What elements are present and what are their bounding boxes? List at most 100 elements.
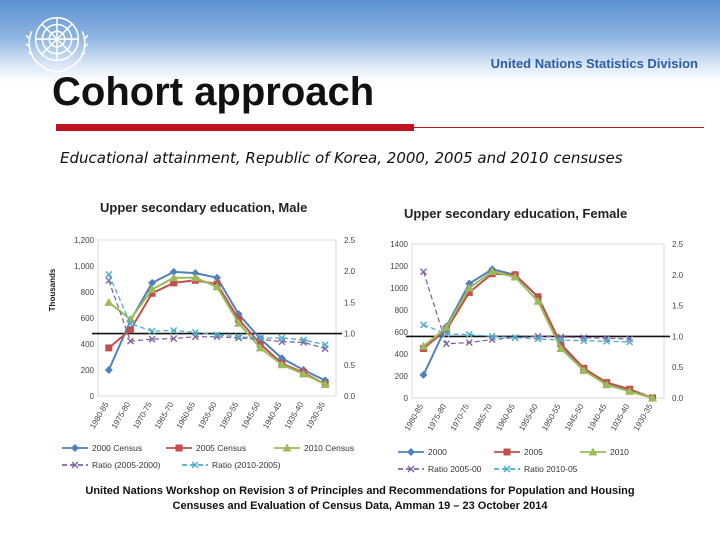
legend-label: 2005 (524, 447, 543, 457)
footer-line-1: United Nations Workshop on Revision 3 of… (85, 485, 635, 497)
data-point (147, 284, 157, 293)
y2-tick-label: 2.0 (344, 267, 356, 276)
data-point (104, 366, 113, 374)
data-point (235, 333, 243, 341)
data-point (300, 338, 308, 346)
data-point (170, 326, 178, 334)
y-tick-label: 1200 (390, 262, 408, 271)
y-tick-label: 600 (81, 314, 95, 323)
y2-tick-label: 0.0 (344, 392, 356, 401)
x-tick-label: 1970-75 (131, 400, 154, 430)
data-point (419, 321, 427, 329)
y-tick-label: 1,000 (74, 262, 95, 271)
data-point (320, 379, 330, 388)
footer-line-2: Censuses and Evaluation of Census Data, … (172, 500, 548, 512)
legend-marker (407, 448, 415, 456)
data-point (419, 370, 428, 379)
data-point (234, 318, 244, 327)
y2-tick-label: 2.5 (344, 236, 356, 245)
data-point (441, 323, 451, 332)
data-point (212, 282, 222, 291)
x-tick-label: 1960-65 (494, 402, 517, 432)
legend-label: Ratio (2005-2000) (92, 460, 161, 470)
y-tick-label: 0 (404, 394, 409, 403)
legend-marker (71, 444, 79, 452)
footer: United Nations Workshop on Revision 3 of… (30, 484, 690, 514)
x-tick-label: 1935-40 (609, 402, 632, 432)
x-tick-label: 1975-80 (110, 400, 133, 430)
data-point (148, 335, 156, 343)
data-point (213, 331, 221, 339)
data-point (126, 326, 134, 334)
x-tick-label: 1965-70 (153, 400, 176, 430)
male-chart: Upper secondary education, Male 0 200 400 60… (48, 200, 356, 470)
data-point (256, 335, 264, 343)
x-tick-label: 1930-35 (304, 400, 327, 430)
chart-title: Upper secondary education, Female (404, 206, 627, 221)
series-line (422, 271, 630, 345)
legend-label: 2000 (428, 447, 447, 457)
y-tick-label: 800 (395, 306, 409, 315)
data-point (300, 336, 308, 344)
x-tick-label: 1940-45 (586, 402, 609, 432)
y-tick-label: 0 (90, 392, 95, 401)
legend-label: 2005 Census (196, 443, 246, 453)
x-tick-label: 1955-60 (517, 402, 540, 432)
data-point (277, 360, 287, 369)
data-point (170, 335, 178, 343)
data-point (190, 273, 200, 282)
data-point (442, 340, 450, 348)
data-point (418, 341, 428, 350)
legend-marker (407, 465, 415, 473)
y-tick-label: 400 (81, 340, 95, 349)
x-tick-label: 1980-85 (88, 400, 111, 430)
legend-label: Ratio 2005-00 (428, 464, 482, 474)
y2-tick-label: 0.0 (672, 394, 684, 403)
chart-title: Upper secondary education, Male (100, 200, 307, 215)
data-point (105, 344, 113, 352)
data-point (465, 331, 473, 339)
x-tick-label: 1945-50 (240, 400, 263, 430)
x-tick-label: 1970-75 (449, 402, 472, 432)
data-point (603, 337, 611, 345)
y2-tick-label: 1.0 (344, 330, 356, 339)
x-tick-label: 1955-60 (196, 400, 219, 430)
data-point (170, 279, 178, 287)
y2-tick-label: 2.5 (672, 240, 684, 249)
legend-marker (282, 443, 292, 452)
y2-tick-label: 0.5 (344, 361, 356, 370)
data-point (213, 273, 221, 282)
y2-tick-label: 0.5 (672, 363, 684, 372)
plot-area (411, 243, 665, 399)
y-tick-label: 200 (81, 366, 95, 375)
header-band (0, 0, 720, 82)
y2-tick-label: 2.0 (672, 271, 684, 280)
data-point (321, 341, 329, 349)
y-tick-label: 600 (395, 328, 409, 337)
female-chart: Upper secondary education, Female 0 200 400… (390, 206, 684, 474)
data-point (148, 278, 157, 287)
data-point (442, 330, 450, 338)
org-name: United Nations Statistics Division (490, 56, 698, 71)
data-point (556, 344, 566, 352)
legend-label: 2010 (610, 447, 629, 457)
data-point (625, 386, 635, 395)
x-tick-label: 1950-55 (218, 400, 241, 430)
data-point (255, 343, 265, 352)
x-tick-label: 1935-40 (283, 400, 306, 430)
data-point (510, 272, 520, 281)
legend-marker (503, 465, 511, 473)
data-point (169, 273, 179, 282)
page-title: Cohort approach (52, 70, 375, 114)
legend-marker (71, 461, 79, 469)
legend-marker (588, 447, 598, 456)
x-tick-label: 1950-55 (540, 402, 563, 432)
data-point (148, 327, 156, 335)
data-point (487, 267, 497, 275)
un-emblem-icon (25, 16, 89, 73)
x-tick-label: 1965-70 (471, 402, 494, 432)
x-tick-label: 1930-35 (632, 402, 655, 432)
legend-label: Ratio 2010-05 (524, 464, 578, 474)
data-point (580, 337, 588, 345)
x-tick-label: 1980-85 (403, 402, 426, 432)
